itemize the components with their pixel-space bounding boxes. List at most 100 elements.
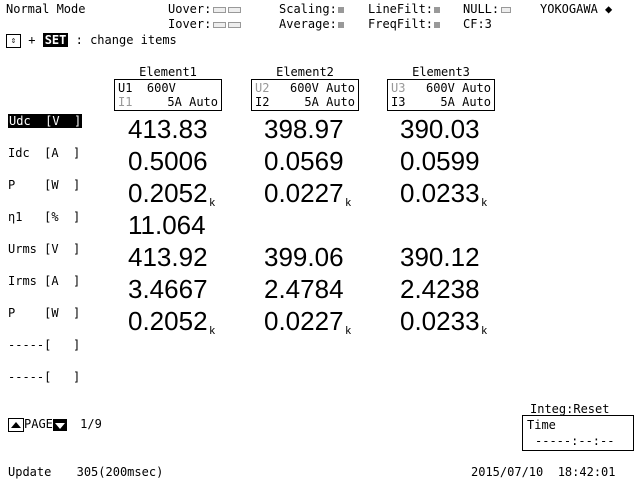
element3-i-range: 5A Auto [440, 95, 491, 109]
page-down-button[interactable] [52, 418, 67, 431]
plus-icon: + [28, 33, 36, 47]
value-udc-e2: 398.97 [264, 114, 344, 144]
arrow-down-icon [54, 422, 65, 429]
row-label-text: -----[ ] [8, 338, 81, 352]
value-eta1-e1: 11.064 [128, 210, 206, 240]
element3-u-label: U3 [391, 81, 406, 95]
integ-time-value: -----:--:-- [535, 434, 615, 448]
element1-u-label: U1 [118, 81, 133, 95]
iover-label: Iover: [168, 17, 212, 31]
row-label-text: Idc [A ] [8, 146, 81, 160]
element1-i-label: I1 [118, 95, 133, 109]
arrow-up-icon [11, 421, 21, 428]
value-p2-e3: 0.0233 k [400, 306, 488, 337]
value-urms-e3: 390.12 [400, 242, 480, 272]
row-label-text: P [W ] [8, 178, 81, 192]
brand-logo: YOKOGAWA ◆ [540, 2, 612, 16]
update-value: 305(200msec) [76, 465, 164, 479]
datetime: 2015/07/10 18:42:01 [471, 465, 616, 479]
value-idc-e2: 0.0569 [264, 146, 344, 176]
element3-header[interactable]: Element3 U3 600V Auto I3 5A Auto [387, 66, 495, 111]
element1-title: Element1 [139, 65, 197, 79]
iover-box-icon [213, 21, 227, 28]
row-label-text: P [W ] [8, 306, 81, 320]
freqfilt-indicator: FreqFilt: [368, 17, 441, 31]
element2-u-label: U2 [255, 81, 270, 95]
row-label-idc[interactable]: Idc [A ] [8, 146, 80, 160]
value-p2-e1: 0.2052 k [128, 306, 216, 337]
row-label-empty1[interactable]: -----[ ] [8, 338, 80, 352]
row-label-urms[interactable]: Urms [V ] [8, 242, 80, 256]
row-label-irms[interactable]: Irms [A ] [8, 274, 80, 288]
scaling-label: Scaling: [279, 2, 337, 16]
value-p2-e2: 0.0227 k [264, 306, 352, 337]
element3-u-range: 600V Auto [425, 81, 491, 95]
mode-label: Normal Mode [6, 2, 86, 16]
page-up-button[interactable] [8, 417, 24, 432]
null-indicator: NULL: [463, 2, 512, 16]
average-label: Average: [279, 17, 337, 31]
element1-range-box: U1 600V I1 5A Auto [114, 79, 222, 111]
element2-header[interactable]: Element2 U2 600V Auto I2 5A Auto [251, 66, 359, 111]
freqfilt-off-icon [434, 21, 441, 28]
element3-i-label: I3 [391, 95, 406, 109]
linefilt-label: LineFilt: [368, 2, 434, 16]
value-idc-e3: 0.0599 [400, 146, 480, 176]
element1-i-range: 5A Auto [167, 95, 218, 109]
page-label: PAGE [24, 417, 53, 431]
element2-title: Element2 [276, 65, 334, 79]
row-label-text: Udc [V ] [9, 114, 82, 128]
value-udc-e3: 390.03 [400, 114, 480, 144]
integ-time-box: Time -----:--:-- [522, 415, 634, 451]
element3-title: Element3 [412, 65, 470, 79]
diamond-icon: ◆ [605, 2, 613, 16]
row-label-empty2[interactable]: -----[ ] [8, 370, 80, 384]
uover-box-icon [213, 6, 227, 13]
page-nav: PAGE 1/9 [8, 417, 102, 432]
value-p-e3: 0.0233 k [400, 178, 488, 209]
set-key-icon: SET [42, 33, 69, 47]
page-counter: 1/9 [80, 417, 102, 431]
null-label: NULL: [463, 2, 500, 16]
element3-i-row: I3 5A Auto [391, 95, 491, 109]
row-label-text: Irms [A ] [8, 274, 81, 288]
element1-header[interactable]: Element1 U1 600V I1 5A Auto [114, 66, 222, 111]
element2-u-range: 600V Auto [289, 81, 355, 95]
average-off-icon [337, 21, 344, 28]
value-irms-e2: 2.4784 [264, 274, 344, 304]
cf-label: CF:3 [463, 17, 492, 31]
scaling-off-icon [337, 6, 344, 13]
value-p-e1: 0.2052 k [128, 178, 216, 209]
row-label-text: Urms [V ] [8, 242, 81, 256]
iover-indicator: Iover: [168, 17, 242, 31]
linefilt-off-icon [434, 6, 441, 13]
element3-u-row: U3 600V Auto [391, 81, 491, 95]
uover-label: Uover: [168, 2, 212, 16]
integ-status: Integ:Reset [530, 402, 610, 416]
value-udc-e1: 413.83 [128, 114, 208, 144]
element2-i-row: I2 5A Auto [255, 95, 355, 109]
brand-label: YOKOGAWA [540, 2, 598, 16]
element2-i-range: 5A Auto [304, 95, 355, 109]
value-irms-e1: 3.4667 [128, 274, 208, 304]
row-label-text: η1 [% ] [8, 210, 81, 224]
row-label-text: -----[ ] [8, 370, 81, 384]
updown-key-icon: ⇕ [6, 33, 21, 48]
scaling-indicator: Scaling: [279, 2, 344, 16]
element2-i-label: I2 [255, 95, 270, 109]
integ-time-label: Time [527, 418, 556, 432]
row-label-p2[interactable]: P [W ] [8, 306, 80, 320]
value-irms-e3: 2.4238 [400, 274, 480, 304]
iover-box-icon [228, 21, 242, 28]
update-info: Update 305(200msec) [8, 465, 163, 479]
value-idc-e1: 0.5006 [128, 146, 208, 176]
row-label-p[interactable]: P [W ] [8, 178, 80, 192]
uover-indicator: Uover: [168, 2, 242, 16]
average-indicator: Average: [279, 17, 344, 31]
key-hint: ⇕ + SET : change items [6, 33, 177, 48]
linefilt-indicator: LineFilt: [368, 2, 441, 16]
freqfilt-label: FreqFilt: [368, 17, 434, 31]
update-label: Update [8, 465, 52, 479]
row-label-udc[interactable]: Udc [V ] [8, 114, 83, 128]
row-label-eta1[interactable]: η1 [% ] [8, 210, 80, 224]
